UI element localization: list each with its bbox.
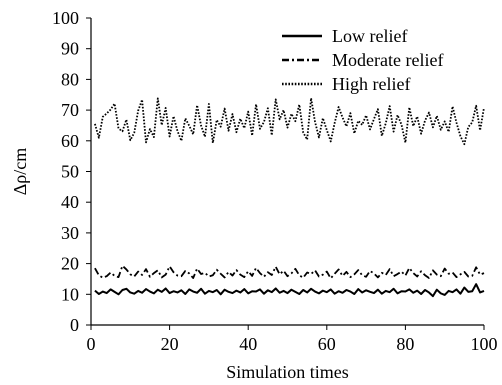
x-tick-label: 40: [239, 334, 257, 354]
legend-label-3: High relief: [332, 74, 410, 94]
series-line-1: [94, 283, 485, 298]
y-tick-label: 60: [61, 131, 79, 151]
y-tick-label: 70: [61, 100, 79, 120]
legend: Low relief Moderate relief High relief: [282, 26, 443, 94]
y-tick-label: 0: [70, 315, 79, 335]
y-tick-label: 80: [61, 69, 79, 89]
x-tick-label: 100: [471, 334, 498, 354]
y-tick-label: 50: [61, 162, 79, 182]
y-tick-label: 100: [52, 8, 79, 28]
x-axis-title: Simulation times: [226, 362, 349, 382]
x-tick-label: 20: [161, 334, 179, 354]
legend-label-1: Low relief: [332, 26, 407, 46]
y-tick-label: 40: [61, 192, 79, 212]
plot-area: [94, 97, 485, 298]
legend-label-2: Moderate relief: [332, 50, 443, 70]
y-tick-label: 30: [61, 223, 79, 243]
x-tick-label: 0: [87, 334, 96, 354]
axes: 0 10 20 30 40 50 60 70 80 90 100 0 20 40 60 80 100: [52, 8, 498, 354]
x-tick-label: 80: [396, 334, 414, 354]
y-tick-label: 90: [61, 39, 79, 59]
y-tick-label: 10: [61, 284, 79, 304]
y-tick-label: 20: [61, 254, 79, 274]
y-axis-title: Δρ/cm: [10, 148, 30, 196]
series-line-2: [94, 264, 485, 280]
series-line-3: [94, 97, 485, 146]
x-tick-label: 60: [318, 334, 336, 354]
